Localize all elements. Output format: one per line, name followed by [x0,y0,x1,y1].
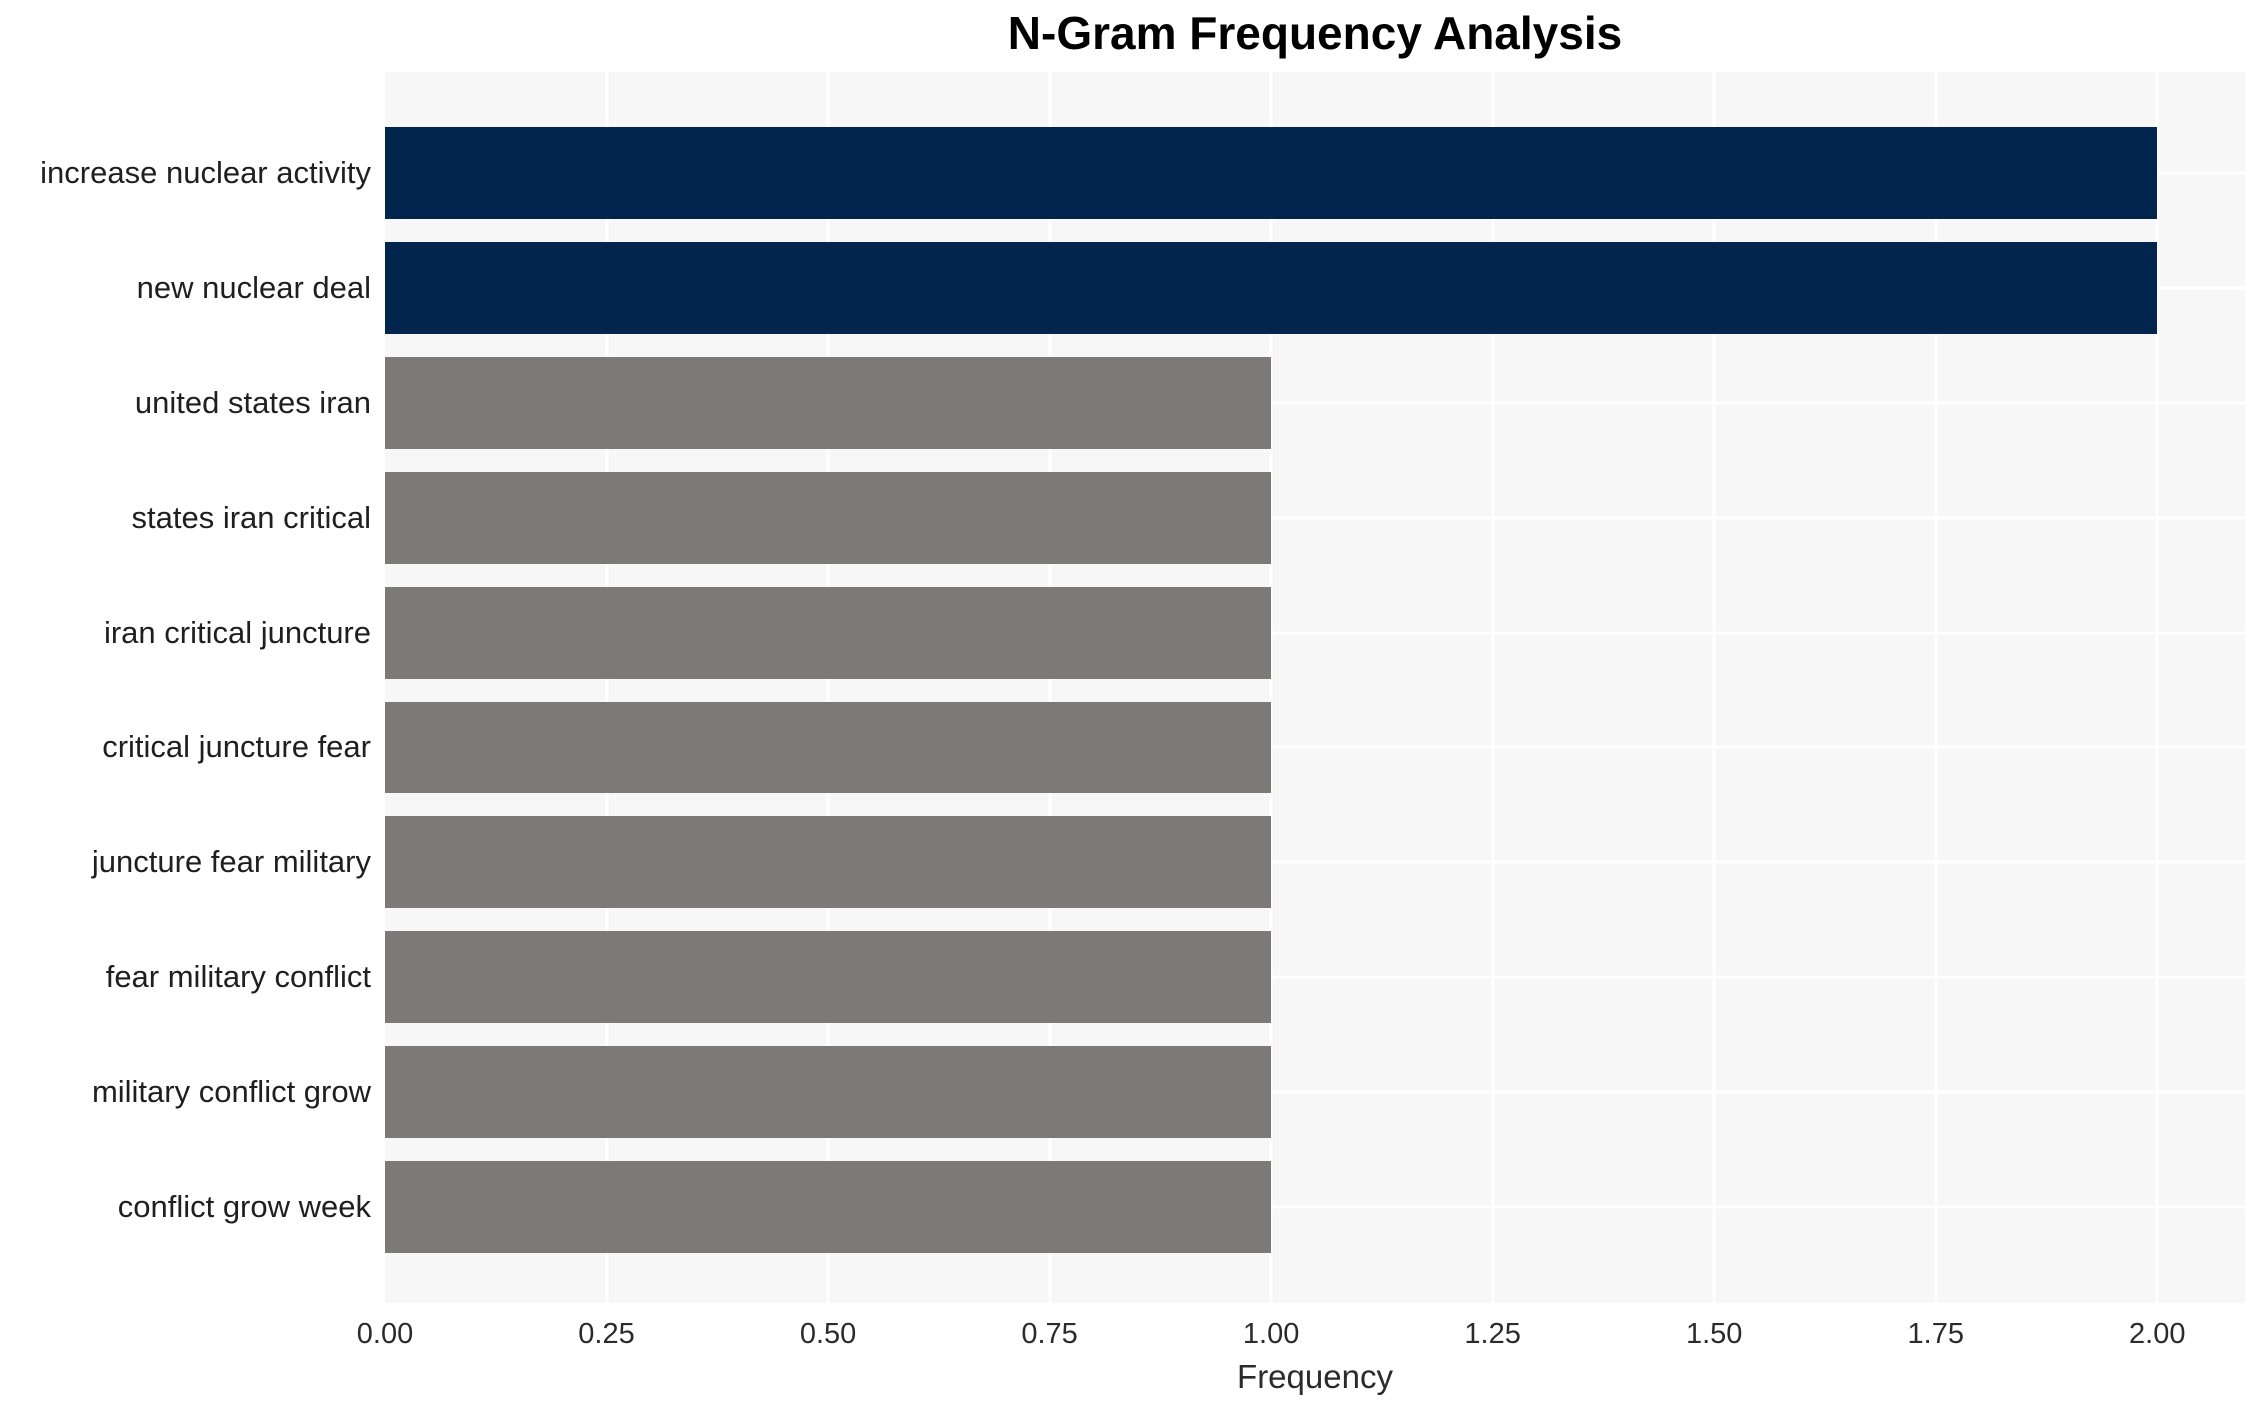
bar-row: states iran critical [132,471,2245,564]
x-axis-title: Frequency [1237,1358,1393,1395]
bar-rows-container: increase nuclear activity new nuclear de… [40,72,2245,1303]
bar-row: united states iran [135,356,2245,449]
bar-row: new nuclear deal [137,241,2245,334]
y-axis-label: new nuclear deal [136,269,371,305]
y-axis-label: increase nuclear activity [40,154,371,190]
chart-title: N-Gram Frequency Analysis [1007,7,1623,59]
bar-row: iran critical juncture [104,586,2245,679]
plot-area: increase nuclear activity new nuclear de… [40,72,2245,1303]
x-tick-label: 0.50 [799,1318,857,1350]
x-axis: 0.00 0.25 0.50 0.75 1.00 1.25 1.50 1.75 2.00 [357,1318,2245,1358]
gridline-horizontal [385,631,2245,635]
bar-row: conflict grow week [118,1161,2245,1254]
gridline-vertical [1269,72,1273,1303]
x-tick-label: 0.25 [578,1318,635,1350]
gridline-vertical [2155,72,2159,1303]
x-tick-label: 0.00 [356,1318,414,1350]
gridline-horizontal [385,860,2245,864]
gridline-horizontal [385,975,2245,979]
bar-row: increase nuclear activity [40,127,2245,219]
bar [385,701,1272,794]
gridline-vertical [1491,72,1495,1303]
y-axis-label: states iran critical [131,499,371,535]
gridline-vertical [605,72,609,1303]
bar [385,1046,1272,1139]
bar [385,816,1272,909]
gridline-horizontal [385,401,2245,405]
x-tick-label: 1.00 [1242,1318,1300,1350]
gridline-vertical [826,72,830,1303]
gridline-vertical [1712,72,1716,1303]
y-axis-label: juncture fear military [91,844,371,880]
y-axis-label: iran critical juncture [103,614,371,650]
gridline-horizontal [385,745,2245,749]
gridline-vertical [1934,72,1938,1303]
bar-row: juncture fear military [92,816,2245,909]
bar [385,586,1272,679]
y-axis-label: fear military conflict [105,959,371,995]
bar [385,356,1272,449]
gridline-horizontal [385,1205,2245,1209]
bar [385,931,1272,1024]
bar [385,471,1272,564]
gridline-horizontal [385,516,2245,520]
bar-row: fear military conflict [106,931,2245,1024]
gridline-horizontal [385,1090,2245,1094]
bar [385,241,2158,334]
y-axis-label: conflict grow week [117,1189,371,1225]
x-tick-label: 1.25 [1464,1318,1521,1350]
bar [385,1161,1272,1254]
y-axis-label: military conflict grow [91,1074,371,1110]
gridline-vertical [1048,72,1052,1303]
x-tick-label: 1.75 [1907,1318,1964,1350]
y-axis-label: united states iran [134,384,371,420]
bar-row: critical juncture fear [102,701,2245,794]
x-tick-label: 1.50 [1685,1318,1743,1350]
x-tick-label: 2.00 [2129,1318,2186,1350]
bar-row: military conflict grow [92,1046,2245,1139]
x-tick-label: 0.75 [1021,1318,1078,1350]
bar [385,127,2158,219]
y-axis-label: critical juncture fear [102,729,371,765]
